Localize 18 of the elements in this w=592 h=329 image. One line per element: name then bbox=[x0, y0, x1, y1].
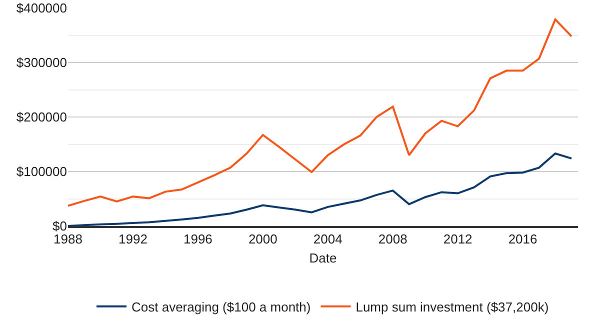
y-tick-label: $0 bbox=[52, 218, 67, 234]
legend-label: Lump sum investment ($37,200k) bbox=[356, 299, 549, 314]
line-series bbox=[68, 18, 572, 207]
legend-label: Cost averaging ($100 a month) bbox=[132, 299, 311, 314]
x-tick-label: 1996 bbox=[183, 231, 212, 246]
y-tick-label: $100000 bbox=[16, 164, 67, 180]
y-tick-label: $300000 bbox=[16, 55, 67, 70]
x-tick-label: 1992 bbox=[118, 231, 148, 246]
line-series bbox=[68, 152, 572, 226]
x-tick-label: 2012 bbox=[443, 231, 472, 246]
x-axis-title: Date bbox=[309, 250, 337, 266]
x-tick-label: 2000 bbox=[248, 231, 278, 246]
x-tick-label: 2004 bbox=[313, 231, 342, 246]
x-tick-label: 1988 bbox=[54, 231, 82, 246]
y-tick-label: $200000 bbox=[16, 110, 67, 125]
x-tick-label: 2016 bbox=[508, 231, 538, 246]
x-tick-label: 2008 bbox=[378, 231, 408, 246]
y-tick-label: $400000 bbox=[16, 0, 67, 16]
